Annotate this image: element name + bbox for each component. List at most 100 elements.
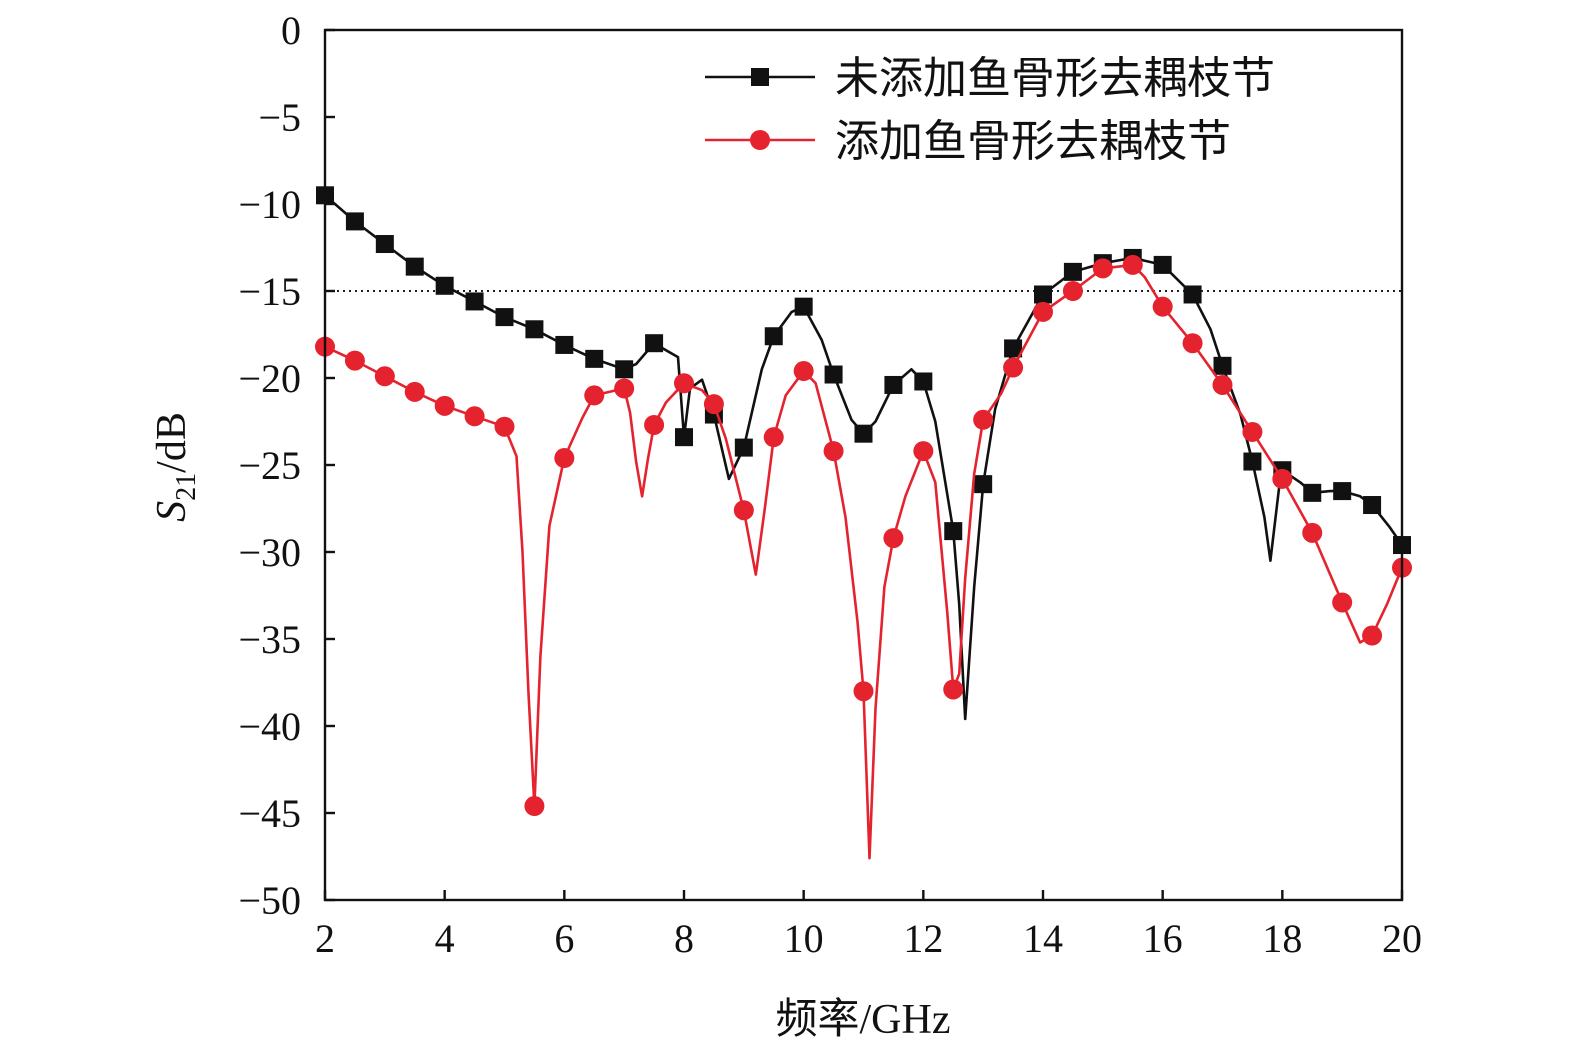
series-2-point [1362,625,1383,646]
series-2-point [1152,296,1173,317]
series-1-point [495,308,514,327]
legend-label-2: 添加鱼骨形去耦枝节 [835,117,1231,166]
series-1-point [345,212,364,231]
legend-marker-1 [751,68,769,86]
x-tick-label: 8 [674,916,694,961]
series-2-point [1242,421,1263,442]
x-tick-label: 12 [903,916,943,961]
y-tick-label: −25 [238,443,301,488]
axes-layer: 2 4 6 8 10 12 14 16 18 20 0 −5 −10 −15 −20 −25 −30 −35 −40… [238,8,1422,961]
x-tick-label: 4 [435,916,455,961]
x-tick-label: 10 [784,916,824,961]
legend-marker-2 [750,130,770,150]
series-1 [316,186,1411,721]
y-axis-title-sub: 21 [171,473,202,501]
series-2-point [853,681,874,702]
series-1-point [675,428,693,447]
series-2-point [943,679,964,700]
series-2-point [1033,301,1053,322]
y-tick-label: −45 [238,791,301,836]
series-1-point [1153,255,1172,274]
series-1-point [734,438,753,457]
series-layer [315,186,1412,860]
y-tick-label: −5 [258,95,301,140]
series-1-point [1183,285,1202,304]
x-axis-title: 频率/GHz [776,996,951,1043]
series-1-point [764,327,783,346]
series-1-point [1063,262,1082,281]
series-2-point [883,528,904,549]
y-tick-label: 0 [281,8,301,53]
y-tick-label: −30 [238,530,301,575]
x-tick-label: 18 [1262,916,1302,961]
series-1-point [1004,339,1023,358]
series-2-point [1272,468,1293,489]
x-tick-label: 2 [315,916,335,961]
series-1-point [1363,496,1382,515]
series-2-point [1182,333,1203,354]
series-1-point [435,276,454,295]
series-2-point [823,441,844,462]
series-2-point [554,448,575,469]
series-2-point [524,796,545,817]
series-1-point [914,372,933,391]
series-1-point [1303,483,1322,502]
y-tick-label: −20 [238,356,301,401]
series-2-point [703,394,724,415]
series-2-point [374,366,395,387]
y-tick-label: −40 [238,704,301,749]
series-2-point [973,409,994,430]
series-2-point [344,350,365,371]
y-tick-label: −15 [238,269,301,314]
series-1-point [824,365,843,384]
series-1-point [794,297,813,316]
series-1-point [615,360,634,379]
series-1-point [884,375,903,394]
series-2-point [584,385,605,406]
series-2-point [733,500,754,521]
series-2-line [324,263,1404,860]
series-1-point [854,424,873,443]
series-1-point [555,335,574,354]
series-1-point [1333,482,1352,501]
x-tick-label: 16 [1143,916,1183,961]
series-2-point [1332,592,1353,613]
y-tick-label: −50 [238,878,301,923]
y-axis-title-rest: /dB [149,412,195,473]
series-1-point [405,257,424,276]
series-1-point [465,292,484,311]
series-2-point [1003,357,1024,378]
y-axis-title-main: S [149,501,195,522]
series-2-point [1122,254,1143,275]
series-1-point [974,475,993,494]
series-1-point [525,320,544,339]
series-1-point [1213,356,1232,375]
series-2-point [913,441,934,462]
series-2-point [644,414,665,435]
series-2 [315,254,1412,860]
x-tick-label: 6 [554,916,574,961]
x-tick-label: 14 [1023,916,1063,961]
y-tick-label: −35 [238,617,301,662]
series-1-point [944,522,963,541]
series-1-line [324,194,1404,721]
y-axis-title: S21/dB [149,412,202,522]
series-2-point [793,361,814,382]
series-1-point [375,235,394,254]
series-1-point [1243,452,1262,471]
series-2-point [674,373,694,394]
series-2-point [464,406,485,427]
series-2-point [763,427,784,448]
series-2-point [434,395,455,416]
y-tick-label: −10 [238,182,301,227]
series-2-point [614,378,635,399]
series-2-point [1212,374,1233,395]
series-2-point [1302,522,1323,543]
series-2-point [1092,258,1113,279]
series-1-point [645,334,664,353]
series-2-point [1062,281,1083,301]
series-2-point [404,381,425,402]
